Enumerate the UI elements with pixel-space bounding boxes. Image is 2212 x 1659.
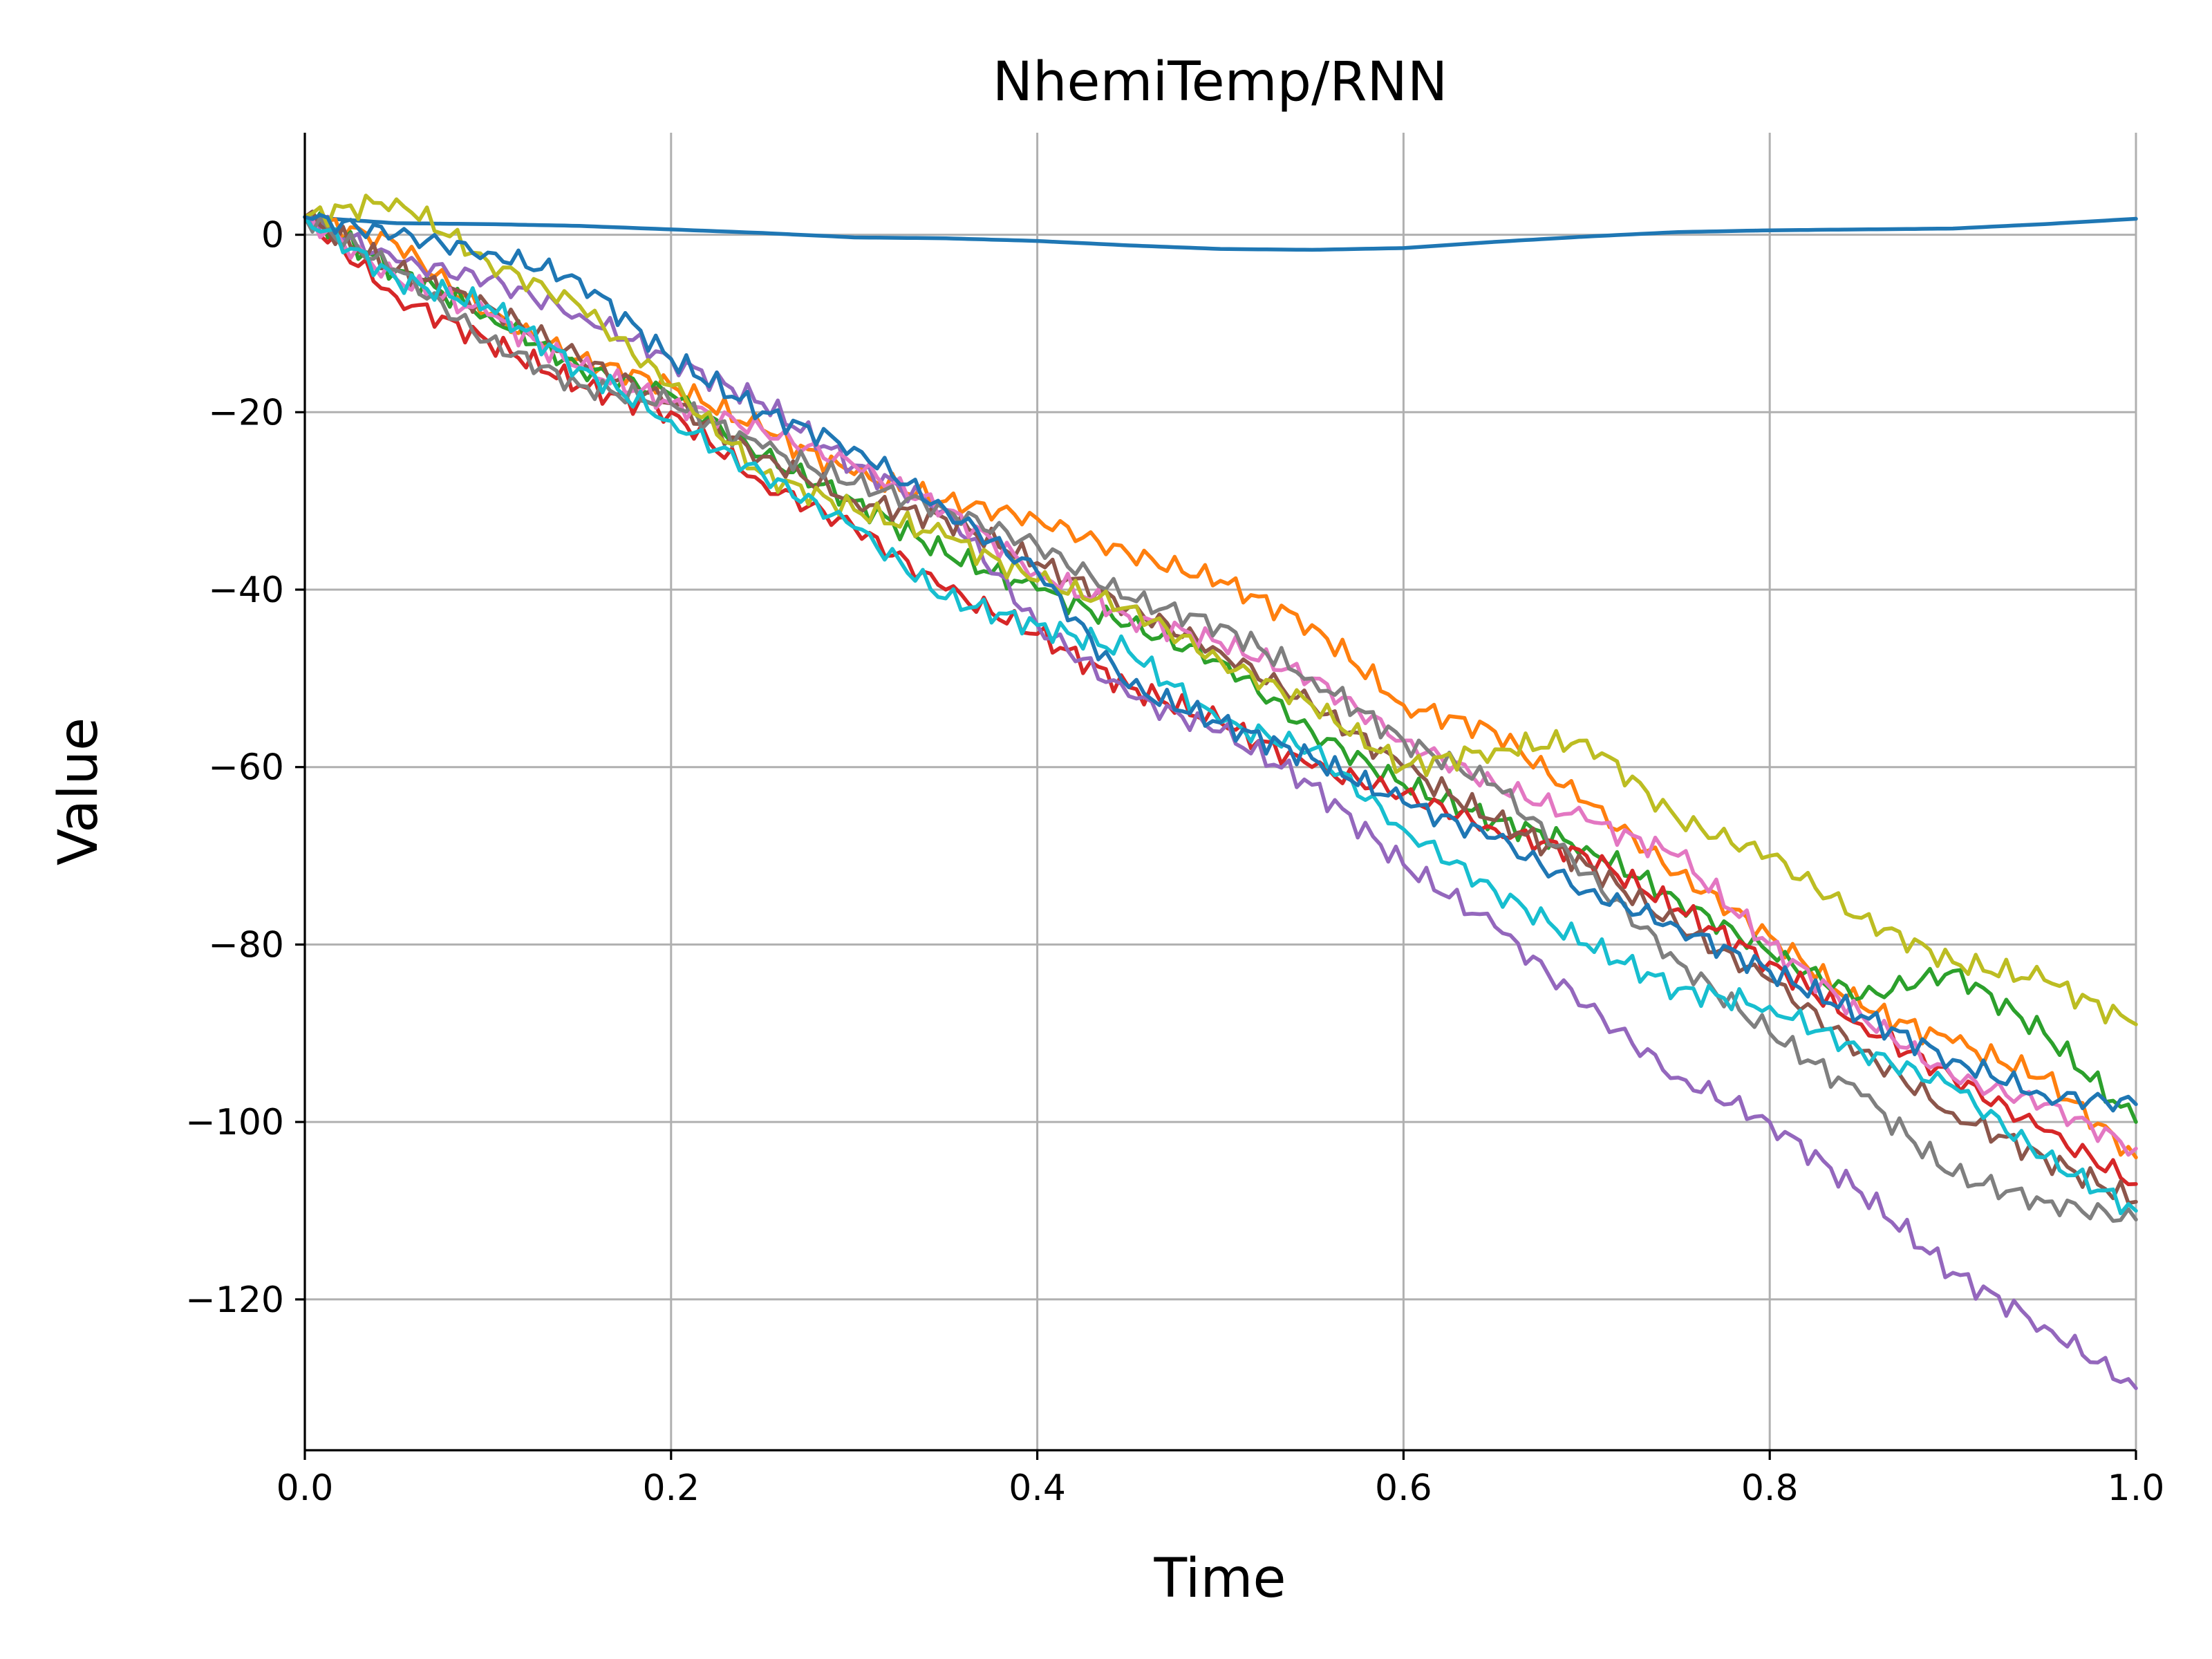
x-tick-label: 0.6 [1375,1468,1432,1509]
x-axis-label: Time [1154,1548,1286,1610]
series-line-7 [303,215,2138,1157]
y-tick-label: −100 [185,1102,284,1143]
y-tick-label: −20 [208,392,284,433]
y-tick-label: −80 [208,924,284,966]
y-tick-label: −120 [185,1280,284,1321]
series-lines [303,194,2138,1390]
y-tick-label: −40 [208,570,284,611]
y-tick-label: 0 [261,215,284,256]
x-tick-label: 0.0 [276,1468,334,1509]
series-line-1 [303,215,2138,252]
x-tick-label: 0.8 [1741,1468,1799,1509]
x-tick-label: 0.4 [1009,1468,1066,1509]
axes [303,133,2136,1452]
y-axis-label: Value [48,718,110,865]
series-line-10 [303,215,2138,1216]
series-line-5 [303,214,2138,1390]
x-tick-label: 1.0 [2108,1468,2165,1509]
series-line-9 [303,194,2138,1027]
chart-title: NhemiTemp/RNN [993,51,1447,113]
ticks: 0.0 0.2 0.4 0.6 0.8 1.0 0 −20 −40 −60 −80 −100 −120 [185,215,2164,1509]
x-tick-label: 0.2 [642,1468,700,1509]
grid-lines [303,133,2137,1450]
series-line-3 [303,211,2138,1124]
series-line-11 [303,213,2138,1113]
y-tick-label: −60 [208,747,284,789]
series-line-4 [303,215,2138,1187]
series-line-8 [303,215,2138,1224]
